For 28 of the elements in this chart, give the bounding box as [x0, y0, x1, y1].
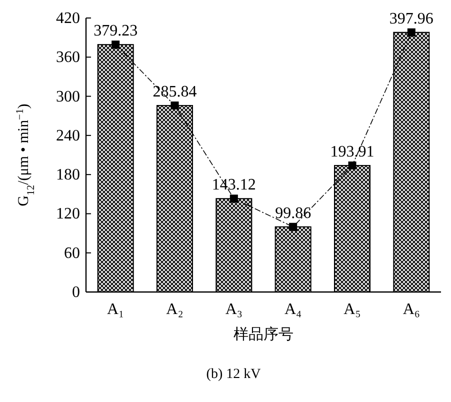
- point: [230, 194, 238, 203]
- data-label: 379.23: [94, 22, 138, 40]
- y-tick-label: 120: [56, 206, 80, 223]
- x-tick-label: A₄: [284, 301, 302, 318]
- y-tick-label: 180: [56, 166, 80, 184]
- data-label: 99.86: [275, 204, 312, 222]
- x-tick-label: A₁: [107, 301, 124, 318]
- text: (b) 12 kV: [206, 367, 261, 382]
- data-label: 285.84: [152, 84, 197, 101]
- point: [112, 40, 120, 49]
- y-tick-label: 0: [72, 284, 80, 301]
- y-tick-label: 240: [56, 127, 80, 144]
- data-label: 193.91: [330, 143, 374, 160]
- point: [289, 222, 298, 231]
- x-tick-label: A₅: [344, 301, 361, 318]
- y-tick-label: 300: [56, 88, 80, 106]
- x-axis-title: 样品序号: [234, 326, 294, 343]
- x-tick-label: A₂: [166, 301, 184, 318]
- point: [348, 161, 356, 170]
- y-tick-label: 360: [56, 49, 80, 66]
- x-tick-label: A₆: [402, 301, 420, 318]
- point: [170, 102, 179, 110]
- x-tick-label: A₃: [225, 301, 242, 318]
- point: [407, 28, 416, 36]
- y-tick-label: 420: [56, 10, 80, 27]
- data-label: 397.96: [389, 10, 434, 28]
- y-tick-label: 60: [64, 244, 80, 262]
- data-label: 143.12: [212, 176, 256, 194]
